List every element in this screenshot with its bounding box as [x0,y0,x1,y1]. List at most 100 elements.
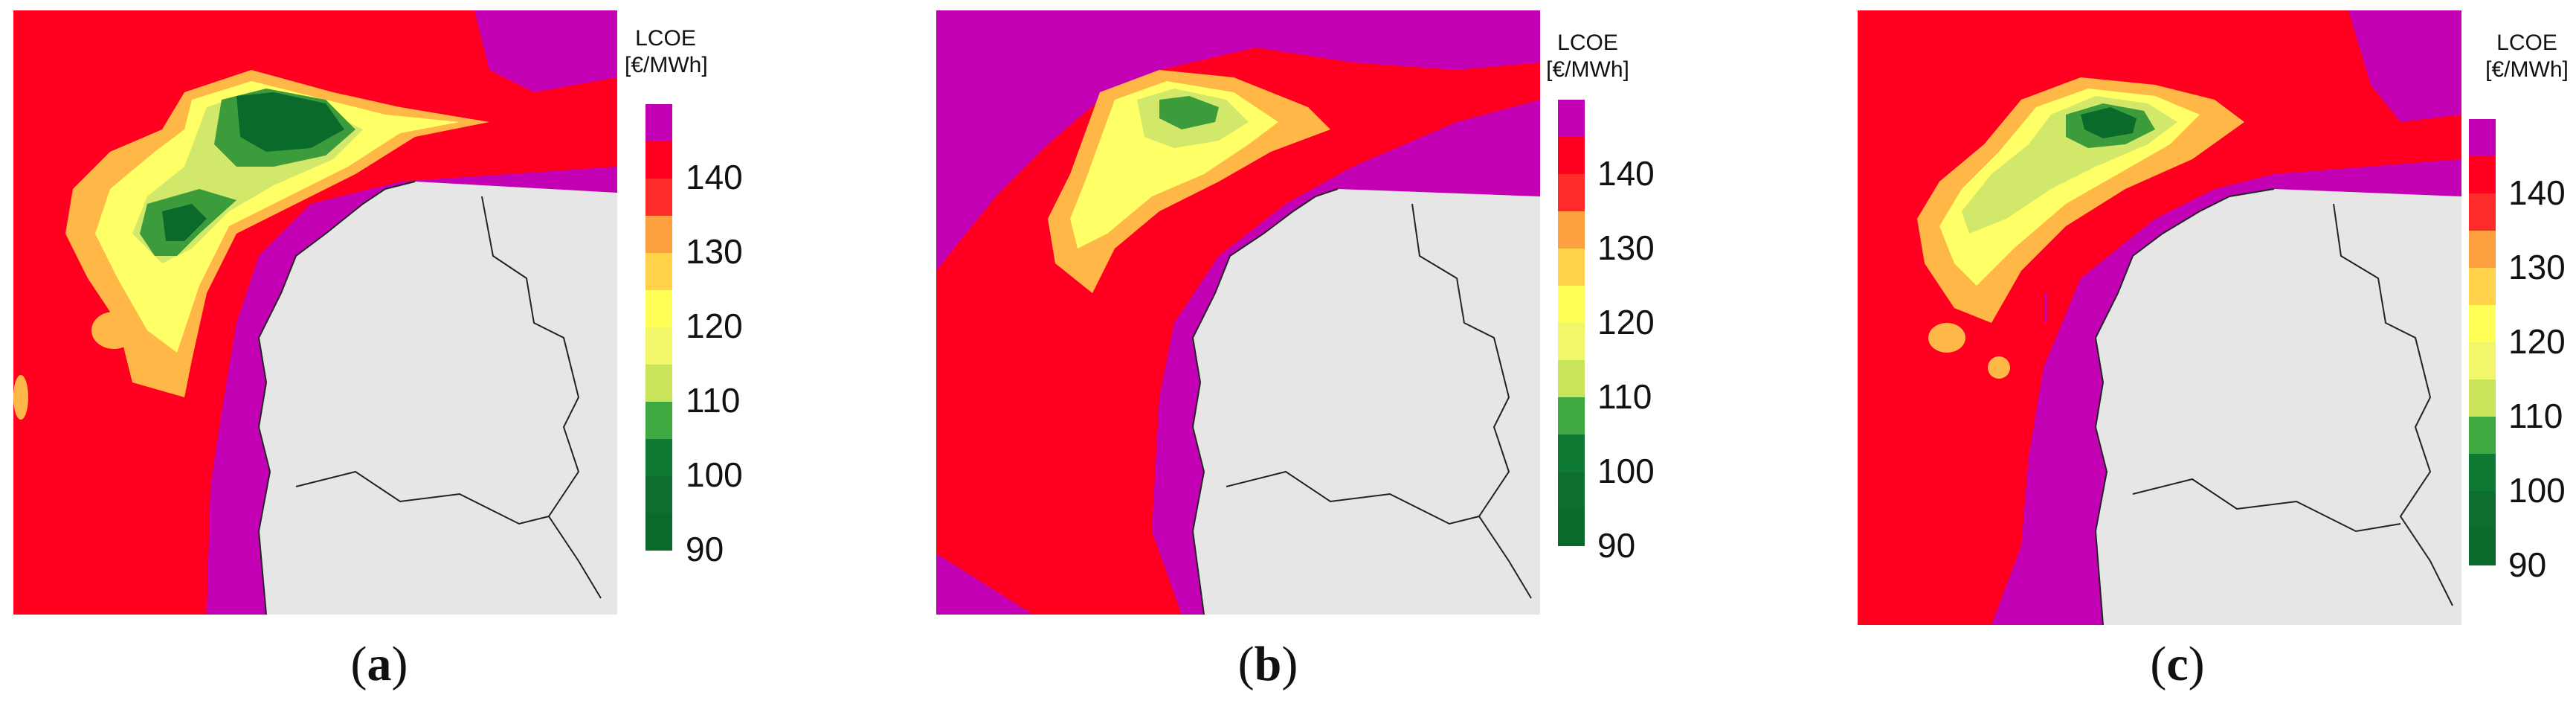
coast-line [1191,188,1339,615]
colorbar-band [1558,286,1585,323]
map-b [936,10,1540,615]
colorbar-title: LCOE [€/MWh] [625,25,708,79]
colorbar-band [645,104,672,141]
colorbar-tick: 100 [2508,471,2566,510]
caption-close: ) [1281,637,1298,691]
colorbar-band [2469,268,2496,305]
colorbar-tick: 110 [686,381,741,420]
colorbar-band [2469,119,2496,156]
band-darkgreen [2081,107,2137,138]
land [1193,189,1540,615]
colorbar-band [1558,249,1585,286]
colorbar-tick: 130 [1597,228,1655,267]
panel-b: LCOE [€/MWh] 140 130 120 110 100 90 (b) [933,0,1791,715]
colorbar-band [645,141,672,179]
region-border [481,196,602,599]
colorbar-band [645,365,672,402]
colorbar-band [2469,454,2496,491]
colorbar-band [1558,100,1585,137]
colorbar-tick: 110 [2508,397,2563,435]
colorbar-tick: 140 [1597,154,1655,193]
colorbar-band [1558,360,1585,397]
colorbar-title-line2: [€/MWh] [2485,57,2569,82]
spot-orange [1928,323,1965,353]
caption-close: ) [391,637,408,691]
caption-open: ( [2150,637,2167,691]
colorbar-tick: 90 [1597,526,1636,565]
colorbar-band [645,179,672,216]
map-c [1858,10,2461,625]
colorbar-title-line1: LCOE [635,26,696,51]
coast-line [257,181,416,615]
region-border-2 [295,470,550,525]
colorbar-band [1558,211,1585,249]
colorbar-tick: 120 [1597,303,1655,342]
colorbar-band [1558,137,1585,174]
colorbar-band [1558,397,1585,435]
colorbar-band [2469,342,2496,379]
colorbar-tick: 130 [2508,248,2566,286]
colorbar-band [2469,156,2496,193]
caption-c: (c) [2066,636,2289,693]
colorbar-title: LCOE [€/MWh] [1543,30,1632,83]
colorbar-band [2469,231,2496,268]
caption-letter: c [2166,637,2189,691]
colorbar-band [1558,509,1585,546]
colorbar-tick: 90 [2508,545,2547,584]
colorbar-band [645,439,672,476]
colorbar-title-line1: LCOE [2496,31,2557,55]
spot-orange-2 [1988,356,2010,379]
colorbar-tick: 100 [686,455,743,494]
colorbar-band [1558,174,1585,211]
colorbar-title-line1: LCOE [1557,31,1618,55]
colorbar-title: LCOE [€/MWh] [2482,30,2572,83]
colorbar-tick: 100 [1597,452,1655,490]
colorbar-band [2469,193,2496,231]
colorbar-title-line2: [€/MWh] [625,53,708,77]
colorbar-band [2469,379,2496,417]
spot-yellow [91,312,136,349]
colorbar [645,104,672,551]
colorbar-band [1558,472,1585,509]
band-darkgreen [236,92,344,152]
colorbar-band [645,216,672,253]
band-darkgreen-2 [162,204,207,241]
colorbar-tick: 120 [686,307,743,345]
colorbar-band [645,253,672,290]
region-border-2 [2132,478,2401,533]
caption-open: ( [350,637,367,691]
land [2096,189,2461,625]
colorbar-band [645,327,672,365]
region-border [2333,203,2453,606]
band-green [1159,96,1219,129]
colorbar-band [645,290,672,327]
colorbar-title-line2: [€/MWh] [1546,57,1629,82]
band-yellow [95,81,460,353]
sea-magenta-top [474,10,617,92]
colorbar-tick: 140 [686,158,743,196]
colorbar-band [645,513,672,551]
colorbar-band [645,402,672,439]
region-border-2 [1226,470,1480,525]
panel-c: LCOE [€/MWh] 140 130 120 110 100 90 (c) [1858,0,2576,715]
colorbar-tick: 130 [686,232,743,271]
colorbar-band [2469,417,2496,454]
caption-a: (a) [268,636,491,693]
colorbar-tick: 90 [686,530,724,568]
colorbar [1558,100,1585,546]
colorbar-band [2469,491,2496,528]
land [259,182,617,615]
colorbar-tick: 140 [2508,173,2566,212]
coast-line [2094,188,2275,625]
caption-letter: b [1254,637,1282,691]
colorbar-band [2469,528,2496,565]
map-a [13,10,617,615]
colorbar-band [1558,323,1585,360]
caption-b: (b) [1156,636,1379,693]
colorbar-band [2469,305,2496,342]
caption-close: ) [2188,637,2205,691]
caption-letter: a [367,637,392,691]
colorbar-tick: 110 [1597,377,1652,416]
region-border [1411,203,1532,599]
colorbar [2469,119,2496,565]
